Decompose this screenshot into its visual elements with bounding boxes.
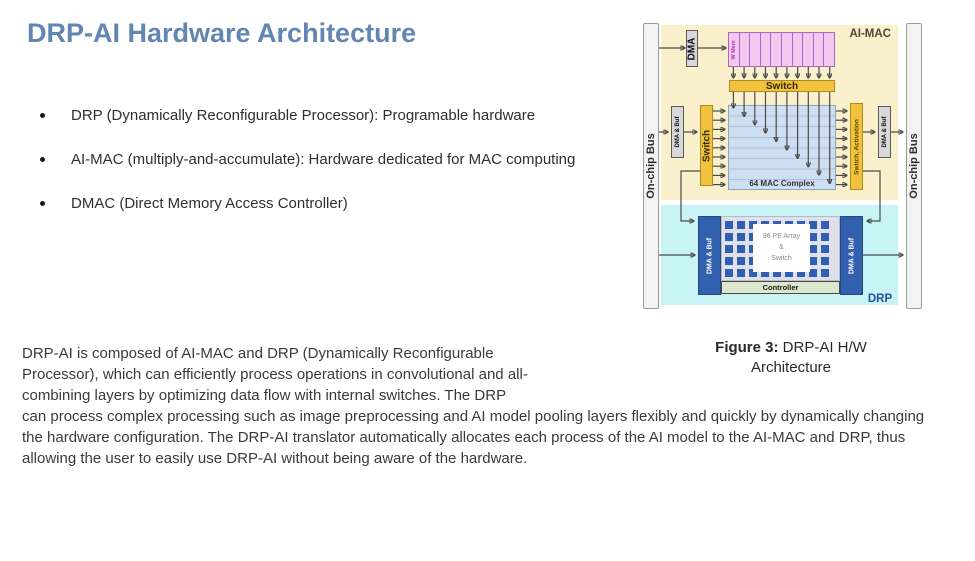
body-paragraph-wrap: DRP-AI is composed of AI-MAC and DRP (Dy… bbox=[22, 343, 940, 469]
switch-activation-bar: Switch, Activation bbox=[850, 103, 863, 190]
dma-buf-left: DMA & Buf bbox=[671, 106, 684, 158]
dma-buf-right-label: DMA & Buf bbox=[881, 116, 888, 148]
figure-caption-label: Figure 3: bbox=[715, 339, 779, 356]
switch-activation-label: Switch, Activation bbox=[853, 118, 860, 175]
bullet-dot-icon bbox=[40, 157, 45, 162]
ai-mac-region-label: AI-MAC bbox=[849, 28, 891, 40]
bullet-text: AI-MAC (multiply-and-accumulate): Hardwa… bbox=[71, 151, 576, 168]
bullet-dot-icon bbox=[40, 201, 45, 206]
pe-square bbox=[737, 221, 745, 229]
switch-left-bar: Switch bbox=[700, 105, 713, 186]
on-chip-bus-left-label: On-chip Bus bbox=[645, 133, 657, 199]
drp-dma-buf-left: DMA & Buf bbox=[698, 216, 721, 295]
bullet-text: DRP (Dynamically Reconfigurable Processo… bbox=[71, 107, 536, 124]
drp-dma-buf-right: DMA & Buf bbox=[840, 216, 863, 295]
dma-buf-left-label: DMA & Buf bbox=[674, 116, 681, 148]
on-chip-bus-left: On-chip Bus bbox=[643, 23, 659, 309]
pe-square bbox=[809, 245, 817, 253]
dma-box: DMA bbox=[686, 30, 698, 67]
w-mem-label: W Mem bbox=[730, 39, 737, 60]
bullet-text: DMAC (Direct Memory Access Controller) bbox=[71, 195, 348, 212]
pe-square bbox=[725, 233, 733, 241]
bullet-item: DRP (Dynamically Reconfigurable Processo… bbox=[40, 105, 580, 127]
pe-square bbox=[737, 245, 745, 253]
figure-diagram: AI-MAC DRP On-chip Bus On-chip Bus DMA W… bbox=[641, 8, 935, 313]
dma-buf-right: DMA & Buf bbox=[878, 106, 891, 158]
pe-square bbox=[809, 233, 817, 241]
pe-square bbox=[725, 245, 733, 253]
pe-square bbox=[737, 269, 745, 277]
pe-square bbox=[809, 257, 817, 265]
bullet-item: DMAC (Direct Memory Access Controller) bbox=[40, 193, 580, 215]
drp-dma-buf-left-label: DMA & Buf bbox=[706, 237, 713, 274]
switch-top-bar: Switch bbox=[729, 80, 835, 92]
pe-array-block: 96 PE Array & Switch bbox=[721, 216, 840, 281]
body-paragraph: DRP-AI is composed of AI-MAC and DRP (Dy… bbox=[22, 345, 925, 467]
weight-memory-block: W Mem bbox=[728, 32, 835, 67]
pe-array-label: 96 PE Array & Switch bbox=[753, 224, 810, 272]
bullet-dot-icon bbox=[40, 113, 45, 118]
pe-square bbox=[737, 257, 745, 265]
pe-square bbox=[725, 269, 733, 277]
pe-square bbox=[773, 269, 781, 277]
pe-square bbox=[809, 269, 817, 277]
drp-dma-buf-right-label: DMA & Buf bbox=[848, 237, 855, 274]
pe-square bbox=[737, 233, 745, 241]
dma-box-label: DMA bbox=[686, 37, 698, 60]
pe-square bbox=[821, 245, 829, 253]
pe-square bbox=[821, 233, 829, 241]
on-chip-bus-right-label: On-chip Bus bbox=[908, 133, 920, 199]
pe-square bbox=[809, 221, 817, 229]
mac-complex-block: 64 MAC Complex bbox=[728, 105, 836, 190]
pe-square bbox=[761, 269, 769, 277]
page-title: DRP-AI Hardware Architecture bbox=[27, 18, 417, 48]
drp-region-label: DRP bbox=[867, 293, 893, 305]
figure-caption-text: DRP-AI H/W Architecture bbox=[750, 339, 867, 376]
pe-square bbox=[725, 221, 733, 229]
switch-left-label: Switch bbox=[701, 129, 712, 162]
pe-square bbox=[821, 221, 829, 229]
mac-complex-label: 64 MAC Complex bbox=[749, 179, 815, 188]
pe-square bbox=[821, 269, 829, 277]
pe-square bbox=[797, 269, 805, 277]
bullet-item: AI-MAC (multiply-and-accumulate): Hardwa… bbox=[40, 149, 580, 171]
bullet-list: DRP (Dynamically Reconfigurable Processo… bbox=[40, 105, 580, 237]
pe-square bbox=[785, 269, 793, 277]
pe-square bbox=[725, 257, 733, 265]
pe-square bbox=[821, 257, 829, 265]
on-chip-bus-right: On-chip Bus bbox=[906, 23, 922, 309]
controller-bar: Controller bbox=[721, 281, 840, 294]
w-mem-cell: W Mem bbox=[729, 33, 740, 66]
pe-square bbox=[749, 269, 757, 277]
figure-caption: Figure 3: DRP-AI H/W Architecture bbox=[645, 338, 937, 378]
